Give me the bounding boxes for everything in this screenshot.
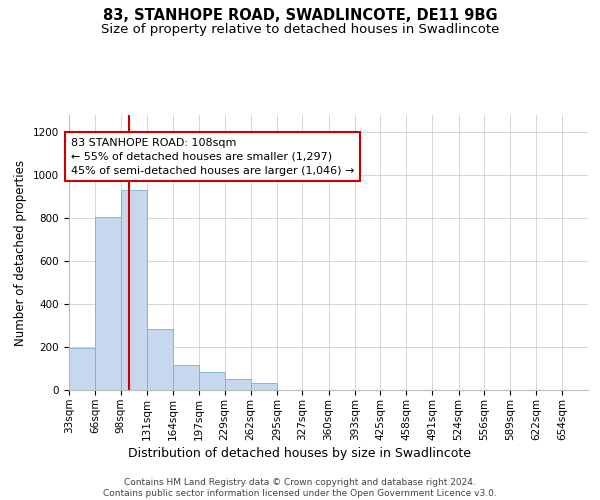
Text: Size of property relative to detached houses in Swadlincote: Size of property relative to detached ho… (101, 22, 499, 36)
Text: Contains HM Land Registry data © Crown copyright and database right 2024.
Contai: Contains HM Land Registry data © Crown c… (103, 478, 497, 498)
Text: Distribution of detached houses by size in Swadlincote: Distribution of detached houses by size … (128, 448, 472, 460)
Bar (95, 216, 121, 390)
Bar (251, 383, 277, 390)
Y-axis label: Number of detached properties: Number of detached properties (14, 160, 28, 346)
Text: 83 STANHOPE ROAD: 108sqm
← 55% of detached houses are smaller (1,297)
45% of sem: 83 STANHOPE ROAD: 108sqm ← 55% of detach… (71, 138, 354, 175)
Text: 83, STANHOPE ROAD, SWADLINCOTE, DE11 9BG: 83, STANHOPE ROAD, SWADLINCOTE, DE11 9BG (103, 8, 497, 22)
Bar (147, 329, 173, 390)
Bar (199, 372, 224, 390)
Bar (69, 348, 95, 390)
Bar (224, 380, 251, 390)
Bar (121, 190, 147, 390)
Bar (173, 365, 199, 390)
